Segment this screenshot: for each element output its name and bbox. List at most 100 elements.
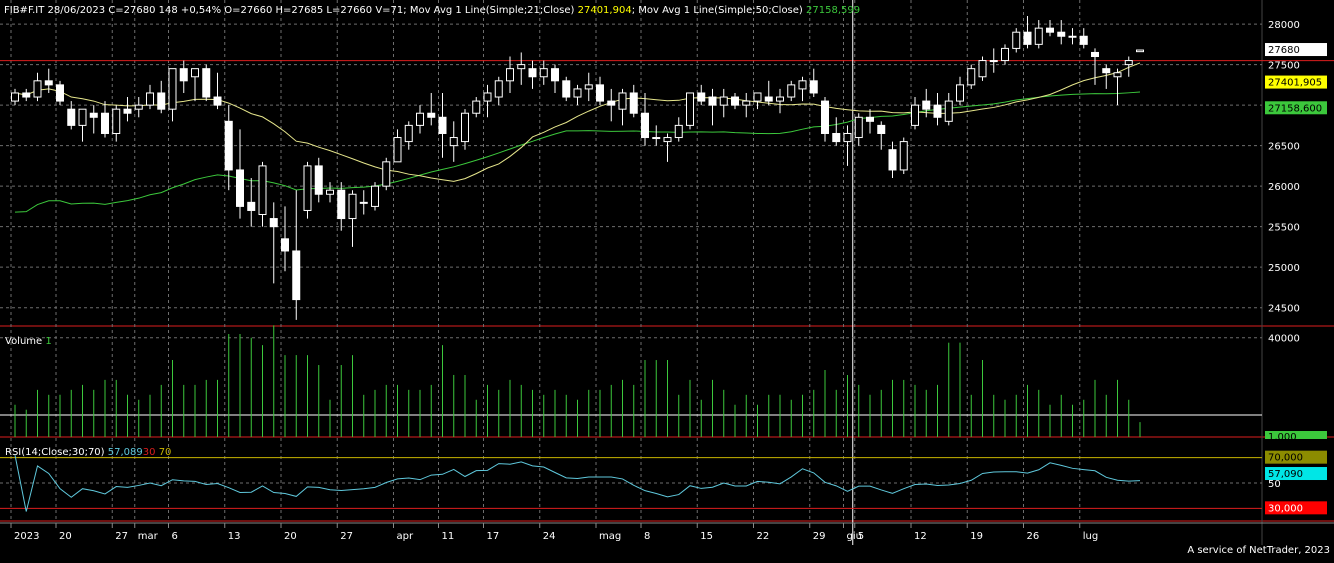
- candle-body: [641, 112, 649, 139]
- candle-body: [281, 238, 289, 252]
- candle-body: [1001, 47, 1009, 62]
- candle-body: [191, 68, 199, 78]
- time-tick-label: 19: [970, 531, 983, 542]
- ma21-value: 27401,904: [577, 5, 632, 16]
- candle-body: [427, 112, 436, 118]
- candle-body: [1068, 35, 1077, 38]
- candle-body: [1102, 68, 1111, 74]
- candle-body: [359, 201, 368, 204]
- candle-body: [787, 84, 796, 98]
- candle-body: [382, 161, 391, 187]
- candle-body: [416, 112, 424, 126]
- time-tick-label: mag: [599, 531, 621, 542]
- time-tick-label: 29: [813, 531, 826, 542]
- candle-body: [652, 137, 661, 140]
- rsi-name: RSI(14;Close;30;70): [5, 447, 105, 458]
- candle-body: [337, 189, 346, 220]
- candle-body: [236, 169, 244, 207]
- time-tick-label: 11: [442, 531, 455, 542]
- candle-body: [933, 104, 942, 118]
- candle-body: [708, 96, 717, 106]
- price-badge-label: 27680: [1268, 45, 1300, 56]
- candle-body: [731, 96, 739, 106]
- rsi-panel-label: RSI(14;Close;30;70) 57,08930 70: [5, 447, 171, 458]
- candle-body: [22, 92, 31, 98]
- volume-badge-label: 1,000: [1268, 432, 1297, 443]
- candle-body: [89, 112, 98, 118]
- candle-body: [269, 218, 278, 228]
- rsi-badge-label: 57,090: [1268, 469, 1303, 480]
- candle-body: [494, 80, 503, 98]
- candle-body: [573, 88, 582, 98]
- price-tick-label: 26000: [1268, 182, 1300, 193]
- candle-body: [776, 96, 784, 102]
- candle-body: [202, 68, 211, 98]
- candle-body: [899, 141, 908, 171]
- candle-body: [607, 100, 616, 106]
- price-tick-label: 28000: [1268, 20, 1300, 31]
- candle-body: [821, 100, 829, 134]
- price-tick-label: 27500: [1268, 61, 1300, 72]
- rsi-badge-label: 70,000: [1268, 453, 1303, 464]
- price-badge-label: 27401,905: [1268, 78, 1322, 89]
- symbol-info: FIB#F.IT 28/06/2023 C=27680 148 +0,54% O…: [4, 5, 407, 16]
- candle-body: [539, 68, 548, 78]
- candle-body: [1091, 51, 1099, 58]
- time-tick-label: apr: [397, 531, 414, 542]
- candle-body: [956, 84, 964, 102]
- volume-badge: [1265, 431, 1327, 439]
- candle-body: [123, 108, 132, 114]
- candle-body: [1113, 72, 1122, 78]
- candle-body: [1023, 31, 1032, 45]
- volume-value: 1: [45, 336, 52, 347]
- rsi-badge-label: 30,000: [1268, 503, 1303, 514]
- candle-body: [843, 132, 852, 143]
- candle-body: [866, 116, 874, 122]
- volume-tick-label: 40000: [1268, 334, 1300, 345]
- candle-body: [393, 137, 402, 163]
- ma50-value: 27158,599: [806, 5, 861, 16]
- candle-body: [56, 84, 64, 102]
- candle-body: [11, 92, 19, 102]
- header-separator: ;: [631, 5, 636, 16]
- time-tick-label: 27: [340, 531, 353, 542]
- rsi-value: 57,089: [107, 447, 143, 458]
- candle-body: [438, 116, 447, 134]
- time-tick-label: 22: [757, 531, 770, 542]
- time-tick-label: 17: [487, 531, 500, 542]
- price-tick-label: 25500: [1268, 223, 1300, 234]
- candle-body: [978, 60, 987, 78]
- rsi-high: 70: [158, 447, 172, 458]
- time-tick-label: 6: [172, 531, 178, 542]
- price-badge: [1265, 75, 1327, 89]
- volume-bars: [14, 325, 1141, 437]
- candle-body: [78, 108, 87, 126]
- candle-body: [44, 80, 53, 86]
- price-badge-label: 27158,600: [1268, 103, 1322, 114]
- candle-body: [472, 100, 481, 114]
- time-tick-label: 2023: [14, 531, 39, 542]
- price-badge: [1265, 43, 1327, 57]
- candle-body: [1079, 35, 1088, 45]
- candle-body: [719, 96, 728, 106]
- candle-body: [753, 92, 762, 102]
- price-badge: [1265, 101, 1327, 115]
- rsi-badge: [1265, 450, 1327, 464]
- candle-body: [134, 104, 143, 110]
- candle-body: [292, 250, 301, 301]
- candle-body: [832, 132, 841, 143]
- candle-body: [1046, 27, 1054, 33]
- time-tick-label: 8: [644, 531, 650, 542]
- time-tick-label: lug: [1083, 531, 1098, 542]
- candle-body: [944, 100, 953, 122]
- candle-body: [179, 68, 188, 82]
- candle-body: [686, 92, 694, 126]
- candle-body: [506, 68, 514, 82]
- candle-body: [618, 92, 627, 110]
- chart-header: FIB#F.IT 28/06/2023 C=27680 148 +0,54% O…: [4, 5, 860, 16]
- candle-body: [67, 108, 76, 126]
- candle-body: [33, 80, 42, 98]
- candle-body: [854, 116, 863, 139]
- candle-body: [157, 92, 166, 110]
